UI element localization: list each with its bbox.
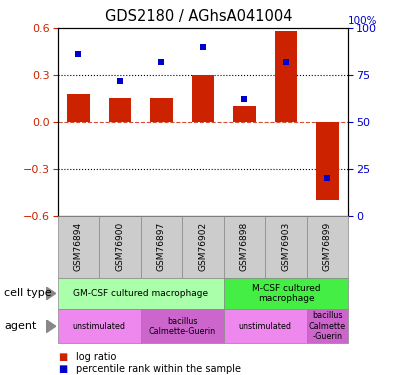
Text: 100%: 100% bbox=[348, 16, 378, 26]
Polygon shape bbox=[46, 320, 56, 333]
Text: GDS2180 / AGhsA041004: GDS2180 / AGhsA041004 bbox=[105, 9, 293, 24]
Text: bacillus
Calmette-Guerin: bacillus Calmette-Guerin bbox=[149, 316, 216, 336]
Bar bbox=[67, 94, 90, 122]
Bar bbox=[233, 106, 256, 122]
Text: percentile rank within the sample: percentile rank within the sample bbox=[76, 364, 241, 374]
Text: unstimulated: unstimulated bbox=[239, 322, 292, 331]
Bar bbox=[316, 122, 339, 200]
Text: GSM76903: GSM76903 bbox=[281, 222, 291, 271]
Text: GSM76899: GSM76899 bbox=[323, 222, 332, 271]
Text: unstimulated: unstimulated bbox=[73, 322, 126, 331]
Text: GSM76897: GSM76897 bbox=[157, 222, 166, 271]
Text: cell type: cell type bbox=[4, 288, 52, 298]
Text: bacillus
Calmette
-Guerin: bacillus Calmette -Guerin bbox=[309, 311, 346, 341]
Bar bbox=[275, 31, 297, 122]
Text: GSM76902: GSM76902 bbox=[199, 222, 207, 271]
Bar bbox=[150, 99, 173, 122]
Text: GSM76898: GSM76898 bbox=[240, 222, 249, 271]
Text: GSM76894: GSM76894 bbox=[74, 222, 83, 271]
Bar bbox=[109, 99, 131, 122]
Text: ■: ■ bbox=[58, 364, 67, 374]
Bar bbox=[191, 75, 215, 122]
Text: GSM76900: GSM76900 bbox=[115, 222, 125, 271]
Text: log ratio: log ratio bbox=[76, 352, 116, 362]
Text: ■: ■ bbox=[58, 352, 67, 362]
Text: M-CSF cultured
macrophage: M-CSF cultured macrophage bbox=[252, 284, 320, 303]
Polygon shape bbox=[46, 286, 56, 300]
Text: agent: agent bbox=[4, 321, 36, 331]
Text: GM-CSF cultured macrophage: GM-CSF cultured macrophage bbox=[73, 289, 208, 298]
